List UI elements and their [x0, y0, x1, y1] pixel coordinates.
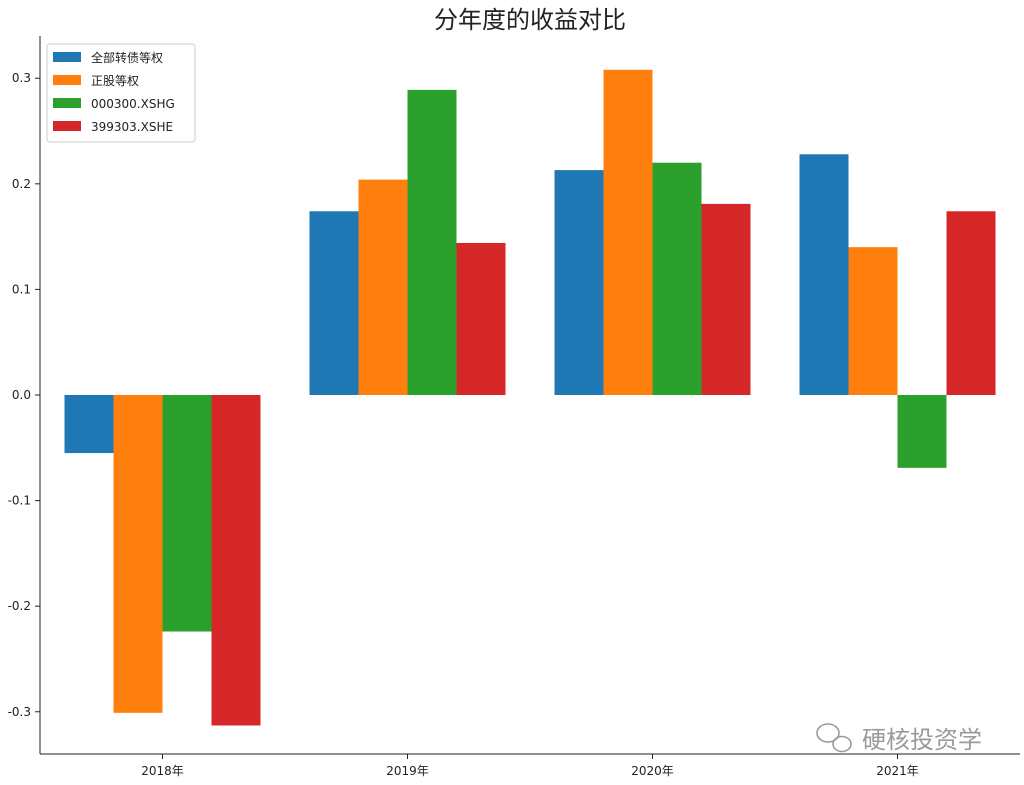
- wechat-icon: [816, 723, 852, 753]
- bar-1-1: [64, 395, 114, 454]
- bar-1-2: [309, 211, 359, 395]
- bar-2-4: [848, 247, 898, 395]
- bar-3-2: [407, 89, 457, 395]
- y-tick-label: 0.3: [12, 71, 31, 85]
- bar-4-1: [211, 395, 261, 726]
- x-ticks: 2018年 2019年 2020年 2021年: [141, 754, 919, 778]
- bar-4-2: [456, 242, 506, 395]
- watermark-text: 硬核投资学: [862, 726, 982, 754]
- bar-3-3: [652, 162, 702, 395]
- bar-4-4: [946, 211, 996, 395]
- x-tick-label: 2021年: [876, 764, 919, 778]
- y-tick-label: -0.1: [8, 494, 31, 508]
- y-tick-label: 0.2: [12, 177, 31, 191]
- y-tick-label: -0.3: [8, 705, 31, 719]
- bar-2-3: [603, 69, 653, 395]
- legend-swatch: [53, 121, 81, 131]
- x-tick-label: 2018年: [141, 764, 184, 778]
- legend-swatch: [53, 98, 81, 108]
- legend-swatch: [53, 52, 81, 62]
- bar-1-4: [799, 154, 849, 395]
- x-tick-label: 2019年: [386, 764, 429, 778]
- y-tick-label: -0.2: [8, 599, 31, 613]
- y-tick-label: 0.1: [12, 282, 31, 296]
- bar-3-4: [897, 395, 947, 468]
- x-tick-label: 2020年: [631, 764, 674, 778]
- bar-4-3: [701, 203, 751, 395]
- legend-label: 000300.XSHG: [91, 97, 175, 111]
- chart-title: 分年度的收益对比: [434, 6, 626, 34]
- bar-1-3: [554, 170, 604, 395]
- legend-label: 399303.XSHE: [91, 120, 173, 134]
- bar-2-1: [113, 395, 163, 713]
- y-tick-label: 0.0: [12, 388, 31, 402]
- legend-label: 正股等权: [91, 74, 139, 88]
- legend-label: 全部转债等权: [91, 50, 163, 65]
- bars-group: [64, 69, 996, 726]
- bar-2-2: [358, 179, 408, 395]
- legend-box: [46, 43, 196, 143]
- bar-3-1: [162, 395, 212, 632]
- legend-swatch: [53, 75, 81, 85]
- y-ticks: -0.3 -0.2 -0.1 0.0 0.1 0.2 0.3: [8, 71, 40, 719]
- watermark: 硬核投资学: [816, 723, 982, 754]
